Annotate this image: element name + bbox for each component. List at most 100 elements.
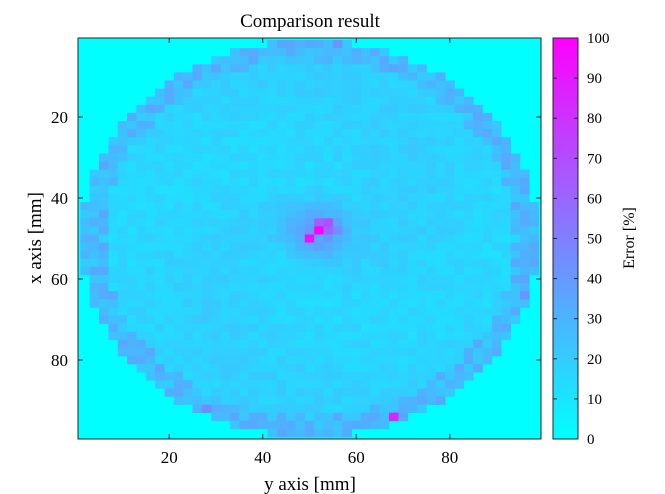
heatmap-cell	[267, 72, 278, 81]
heatmap-cell	[304, 428, 315, 438]
heatmap-cell	[211, 291, 221, 300]
heatmap-cell	[519, 218, 530, 227]
heatmap-cell	[229, 202, 240, 211]
heatmap-cell	[491, 315, 502, 324]
heatmap-cell	[192, 161, 203, 170]
heatmap-cell	[454, 380, 465, 389]
heatmap-cell	[454, 145, 465, 154]
heatmap-cell	[342, 315, 352, 324]
heatmap-cell	[248, 145, 259, 154]
heatmap-cell	[463, 112, 474, 122]
heatmap-cell	[145, 129, 156, 138]
heatmap-cell	[370, 355, 380, 365]
heatmap-cell	[417, 388, 427, 397]
heatmap-cell	[201, 355, 212, 365]
heatmap-cell	[295, 72, 306, 81]
heatmap-cell	[145, 347, 156, 357]
heatmap-cell	[342, 404, 352, 414]
heatmap-cell	[351, 161, 362, 170]
heatmap-cell	[323, 372, 334, 381]
heatmap-cell	[267, 56, 278, 65]
heatmap-cell	[173, 274, 184, 284]
heatmap-cell	[417, 372, 427, 381]
heatmap-cell	[164, 299, 175, 308]
heatmap-cell	[239, 202, 250, 211]
colorbar-tick-label: 100	[587, 31, 610, 47]
heatmap-cell	[482, 355, 493, 365]
heatmap-cell	[323, 64, 334, 73]
heatmap-cell	[304, 355, 315, 365]
heatmap-cell	[379, 339, 390, 349]
heatmap-cell	[145, 299, 156, 308]
heatmap-cell	[286, 428, 296, 438]
heatmap-cell	[435, 72, 446, 81]
heatmap-cell	[248, 48, 259, 57]
heatmap-cell	[379, 112, 390, 122]
heatmap-cell	[342, 80, 352, 89]
heatmap-cell	[435, 177, 446, 187]
heatmap-cell	[445, 372, 455, 381]
heatmap-cell	[463, 299, 474, 308]
heatmap-cell	[314, 72, 324, 81]
heatmap-cell	[258, 299, 268, 308]
heatmap-cell	[463, 266, 474, 276]
heatmap-cell	[360, 202, 371, 211]
heatmap-cell	[99, 258, 109, 268]
heatmap-cell	[239, 48, 250, 57]
heatmap-cell	[248, 96, 259, 106]
heatmap-cell	[248, 185, 259, 195]
heatmap-cell	[127, 274, 137, 284]
heatmap-cell	[454, 121, 465, 130]
heatmap-cell	[258, 388, 268, 397]
heatmap-cell	[370, 129, 380, 138]
heatmap-cell	[482, 137, 493, 146]
heatmap-cell	[295, 210, 306, 219]
heatmap-cell	[304, 339, 315, 349]
heatmap-cell	[267, 40, 278, 49]
heatmap-cell	[360, 145, 371, 154]
heatmap-cell	[183, 266, 193, 276]
heatmap-cell	[211, 307, 221, 316]
heatmap-cell	[295, 412, 306, 422]
heatmap-cell	[426, 250, 437, 260]
y-tick-label: 80	[51, 351, 68, 370]
heatmap-cell	[332, 404, 343, 414]
heatmap-cell	[155, 242, 165, 251]
heatmap-cell	[229, 347, 240, 357]
heatmap-cell	[314, 372, 324, 381]
colorbar-tick-label: 40	[587, 272, 602, 288]
heatmap-cell	[529, 242, 540, 251]
heatmap-cell	[248, 323, 259, 333]
heatmap-cell	[370, 396, 380, 405]
heatmap-cell	[239, 315, 250, 324]
heatmap-cell	[201, 161, 212, 170]
heatmap-cell	[435, 388, 446, 397]
heatmap-cell	[248, 242, 259, 251]
heatmap-cell	[454, 88, 465, 98]
heatmap-cell	[342, 412, 352, 422]
heatmap-cell	[407, 177, 418, 187]
heatmap-cell	[258, 283, 268, 292]
heatmap-cell	[108, 258, 119, 268]
heatmap-cell	[510, 169, 521, 179]
heatmap-cell	[192, 80, 203, 89]
heatmap-cell	[445, 380, 455, 389]
heatmap-cell	[304, 283, 315, 292]
heatmap-cell	[286, 185, 296, 195]
heatmap-cell	[192, 396, 203, 405]
heatmap-cell	[398, 202, 409, 211]
heatmap-cell	[286, 153, 296, 162]
heatmap-cell	[220, 193, 231, 203]
heatmap-cell	[435, 331, 446, 341]
heatmap-cell	[229, 193, 240, 203]
heatmap-cell	[398, 137, 409, 146]
heatmap-cell	[220, 169, 231, 179]
heatmap-cell	[276, 193, 287, 203]
heatmap-cell	[155, 266, 165, 276]
heatmap-cell	[117, 185, 128, 195]
heatmap-cell	[89, 266, 100, 276]
heatmap-cell	[482, 169, 493, 179]
heatmap-cell	[323, 331, 334, 341]
heatmap-cell	[370, 121, 380, 130]
